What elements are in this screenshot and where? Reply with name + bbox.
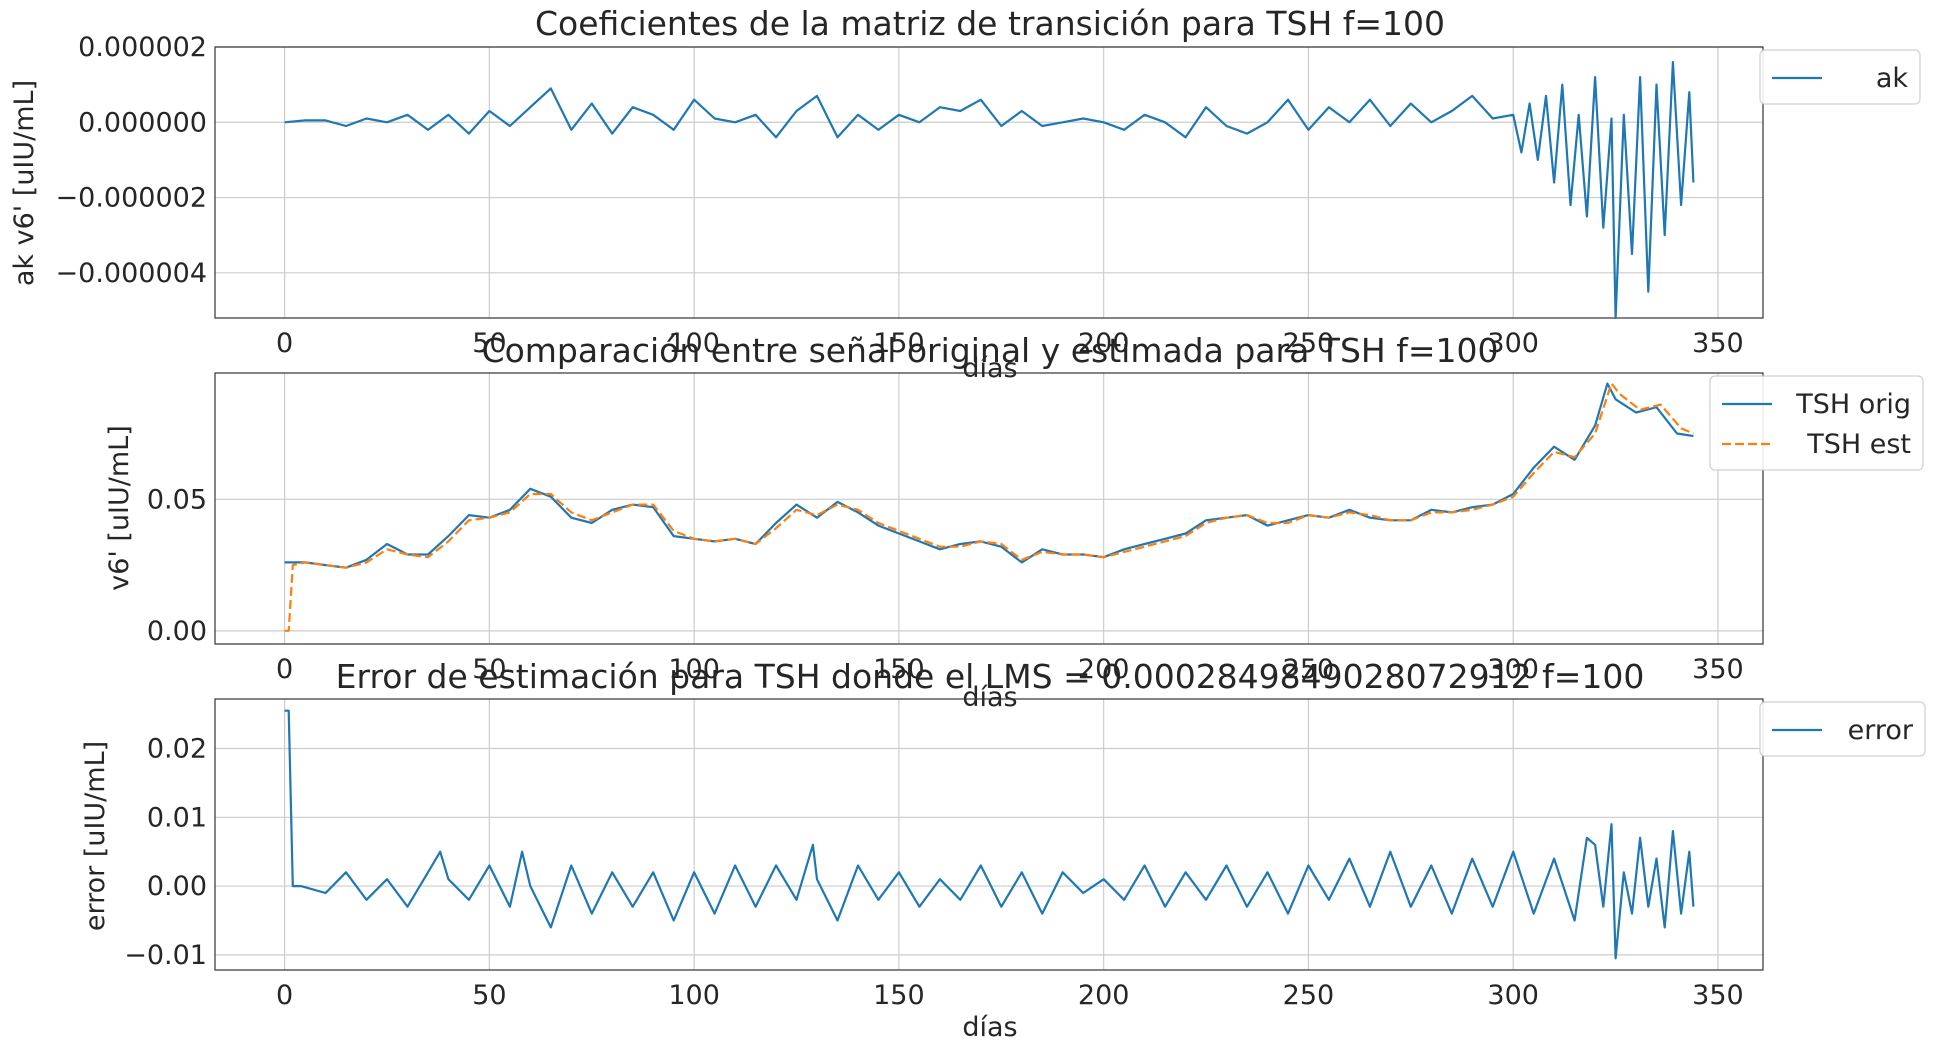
x-tick-label: 300: [1487, 980, 1539, 1011]
x-tick-label: 150: [873, 654, 925, 685]
x-tick-label: 150: [873, 980, 925, 1011]
series-line-error: [284, 709, 1695, 960]
gridlines: [215, 373, 1763, 644]
chart-title: Error de estimación para TSH donde el LM…: [336, 657, 1645, 696]
legend-label: TSH orig: [1795, 389, 1911, 420]
x-tick-label: 250: [1283, 328, 1335, 359]
y-tick-label: 0.000000: [78, 107, 207, 138]
legend-label: error: [1848, 715, 1914, 746]
y-tick-label: 0.05: [147, 484, 207, 515]
x-tick-label: 50: [472, 328, 506, 359]
x-tick-label: 200: [1078, 980, 1130, 1011]
subplot-estimation-error: Error de estimación para TSH donde el LM…: [80, 657, 1926, 1043]
x-tick-label: 350: [1692, 654, 1744, 685]
y-tick-label: 0.000002: [78, 32, 207, 63]
x-tick-label: 100: [668, 980, 720, 1011]
x-tick-label: 250: [1283, 654, 1335, 685]
gridlines: [215, 699, 1763, 970]
x-tick-label: 350: [1692, 328, 1744, 359]
series-line-tsh-est: [284, 382, 1694, 632]
x-tick-label: 250: [1283, 980, 1335, 1011]
subplot-signal-comparison: Comparación entre señal original y estim…: [104, 331, 1924, 713]
y-axis-label: v6' [uIU/mL]: [104, 425, 135, 591]
series-line-tsh-orig: [284, 382, 1694, 569]
chart-title: Comparación entre señal original y estim…: [482, 331, 1499, 370]
tick-labels: 0 50 100 150 200 250 300 350 −0.000004 −0.000002 0…: [56, 32, 1744, 359]
legend-box: [1759, 49, 1921, 105]
x-axis-label: días: [962, 353, 1017, 384]
legend-box: [1709, 375, 1924, 471]
x-tick-label: 100: [668, 328, 720, 359]
x-axis-label: días: [962, 682, 1017, 713]
chart-title: Coeficientes de la matriz de transición …: [535, 4, 1445, 43]
legend: ak: [1759, 49, 1921, 105]
x-tick-label: 300: [1487, 654, 1539, 685]
x-tick-label: 100: [668, 654, 720, 685]
x-tick-label: 0: [276, 328, 293, 359]
tick-labels: 0 50 100 150 200 250 300 350 0.00 0.05: [147, 484, 1744, 685]
x-tick-label: 150: [873, 328, 925, 359]
subplot-transition-coefficients: Coeficientes de la matriz de transición …: [9, 4, 1921, 384]
legend-label: ak: [1876, 63, 1909, 94]
x-tick-label: 0: [276, 654, 293, 685]
x-tick-label: 200: [1078, 328, 1130, 359]
legend-label: TSH est: [1806, 429, 1911, 460]
plot-area: [214, 372, 1764, 645]
legend: error: [1759, 701, 1926, 757]
legend: TSH orig TSH est: [1709, 375, 1924, 471]
y-tick-label: −0.000004: [56, 258, 207, 289]
x-axis-label: días: [962, 1012, 1017, 1043]
y-tick-label: 0.01: [147, 802, 207, 833]
y-axis-label: ak v6' [uIU/mL]: [9, 80, 40, 286]
tick-labels: 0 50 100 150 200 250 300 350 −0.01 0.00 0.01 0.02: [124, 734, 1743, 1011]
axes-frame: [214, 46, 1764, 319]
plot-area: [214, 698, 1764, 971]
y-tick-label: 0.00: [147, 871, 207, 902]
legend-box: [1759, 701, 1926, 757]
x-tick-label: 50: [472, 654, 506, 685]
y-tick-label: −0.000002: [56, 183, 207, 214]
y-axis-label: error [uIU/mL]: [80, 741, 111, 931]
series-line-ak: [284, 60, 1695, 320]
axes-frame: [214, 372, 1764, 645]
x-tick-label: 50: [472, 980, 506, 1011]
plot-area: [214, 46, 1764, 320]
axes-frame: [214, 698, 1764, 971]
y-tick-label: 0.02: [147, 734, 207, 765]
y-tick-label: −0.01: [124, 940, 207, 971]
y-tick-label: 0.00: [147, 616, 207, 647]
x-tick-label: 350: [1692, 980, 1744, 1011]
x-tick-label: 300: [1487, 328, 1539, 359]
x-tick-label: 200: [1078, 654, 1130, 685]
x-tick-label: 0: [276, 980, 293, 1011]
gridlines: [215, 46, 1763, 318]
